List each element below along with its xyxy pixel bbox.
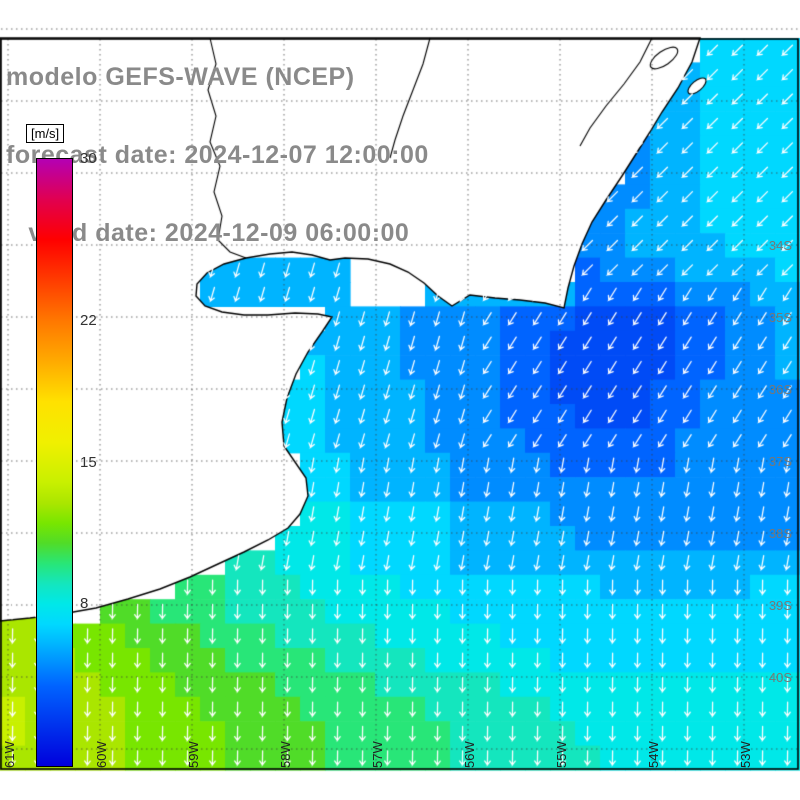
model-title: modelo GEFS-WAVE (NCEP) [6, 63, 355, 91]
colorbar-tick-label: 15 [80, 453, 97, 471]
colorbar-tick-label: 30 [80, 150, 97, 167]
lat-label: 35S [768, 310, 792, 325]
lat-label: 39S [768, 598, 792, 613]
lat-label: 36S [768, 382, 792, 397]
lat-label: 37S [768, 454, 792, 469]
lon-label: 55W [554, 741, 569, 768]
lon-label: 61W [2, 741, 17, 768]
colorbar-tick-label: 22 [80, 311, 97, 329]
lon-label: 57W [370, 741, 385, 768]
colorbar-gradient [36, 158, 73, 767]
lat-label: 40S [768, 670, 792, 685]
lat-label: 38S [768, 526, 792, 541]
colorbar-tick-label: 8 [80, 595, 89, 613]
lon-label: 53W [738, 741, 753, 768]
lon-label: 54W [646, 741, 661, 768]
lon-label: 58W [278, 741, 293, 768]
lon-label: 59W [186, 741, 201, 768]
lon-label: 60W [94, 741, 109, 768]
lon-label: 56W [462, 741, 477, 768]
colorbar-units-label: [m/s] [26, 124, 65, 143]
lat-label: 34S [768, 238, 792, 253]
